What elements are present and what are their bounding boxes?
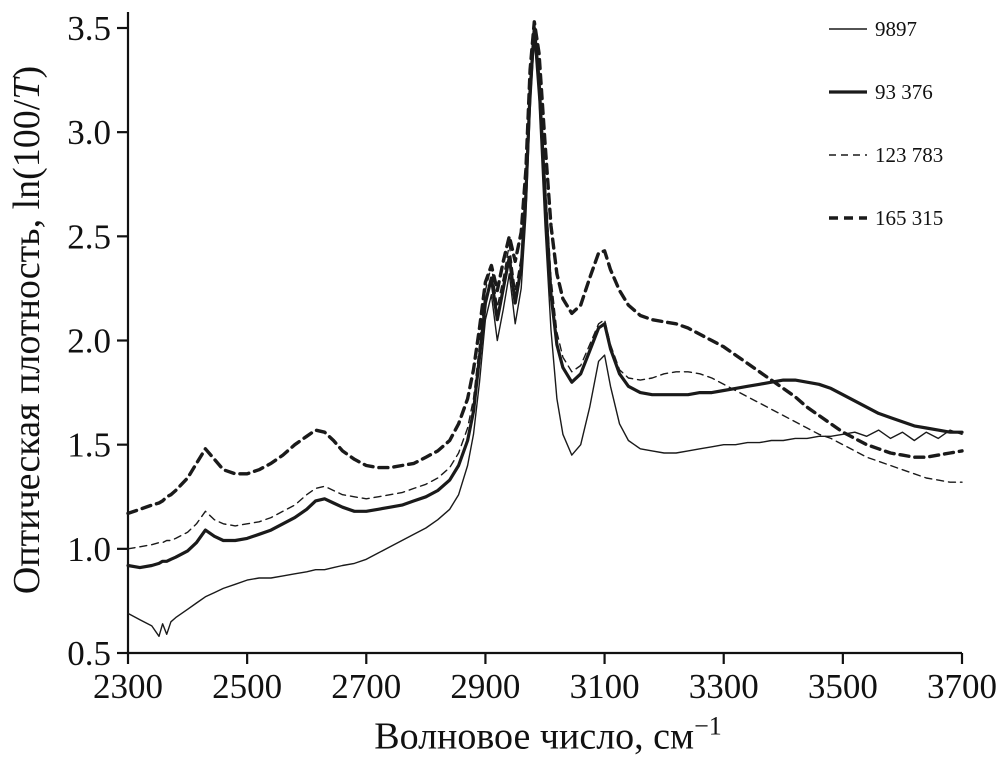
y-tick-label: 1.0 (67, 530, 111, 569)
legend-label: 9897 (875, 16, 917, 41)
legend-line-sample (829, 216, 867, 220)
x-axis-title-exponent: −1 (694, 711, 722, 741)
y-axis-title-text: Оптическая плотность, ln(100/ (6, 99, 48, 595)
y-tick-label: 3.0 (67, 113, 111, 152)
legend-item-93376: 93 376 (828, 79, 943, 105)
x-tick-label: 3100 (570, 667, 640, 706)
y-axis-title-close: ) (6, 65, 48, 79)
legend-item-165315: 165 315 (828, 205, 943, 231)
y-tick-label: 1.5 (67, 426, 111, 465)
y-axis-title: Оптическая плотность, ln(100/T) (5, 66, 49, 594)
x-tick-label: 3300 (689, 667, 759, 706)
x-tick-label: 2500 (212, 667, 282, 706)
y-axis-title-italic-t: T (6, 78, 48, 100)
legend-item-123783: 123 783 (828, 142, 943, 168)
x-axis-title: Волновое число, см−1 (374, 712, 722, 759)
legend-line-sample (829, 28, 867, 30)
y-tick-label: 3.5 (67, 9, 111, 48)
legend-item-9897: 9897 (828, 16, 943, 42)
legend-line-sample (829, 90, 867, 94)
legend: 9897 93 376 123 783 165 315 (828, 16, 943, 231)
y-tick-label: 2.0 (67, 322, 111, 361)
x-tick-label: 2700 (331, 667, 401, 706)
legend-label: 165 315 (875, 205, 944, 230)
x-tick-label: 2300 (93, 667, 163, 706)
series-line-93376 (126, 26, 964, 570)
legend-label: 93 376 (875, 79, 933, 104)
y-tick-label: 2.5 (67, 217, 111, 256)
legend-line-sample (829, 154, 867, 156)
x-tick-label: 3500 (808, 667, 878, 706)
series-line-165315 (126, 20, 964, 516)
x-tick-label: 2900 (450, 667, 520, 706)
y-tick-label: 0.5 (67, 634, 111, 673)
x-axis-title-text: Волновое число, см (374, 715, 695, 758)
x-tick-label: 3700 (927, 667, 997, 706)
legend-label: 123 783 (875, 142, 944, 167)
